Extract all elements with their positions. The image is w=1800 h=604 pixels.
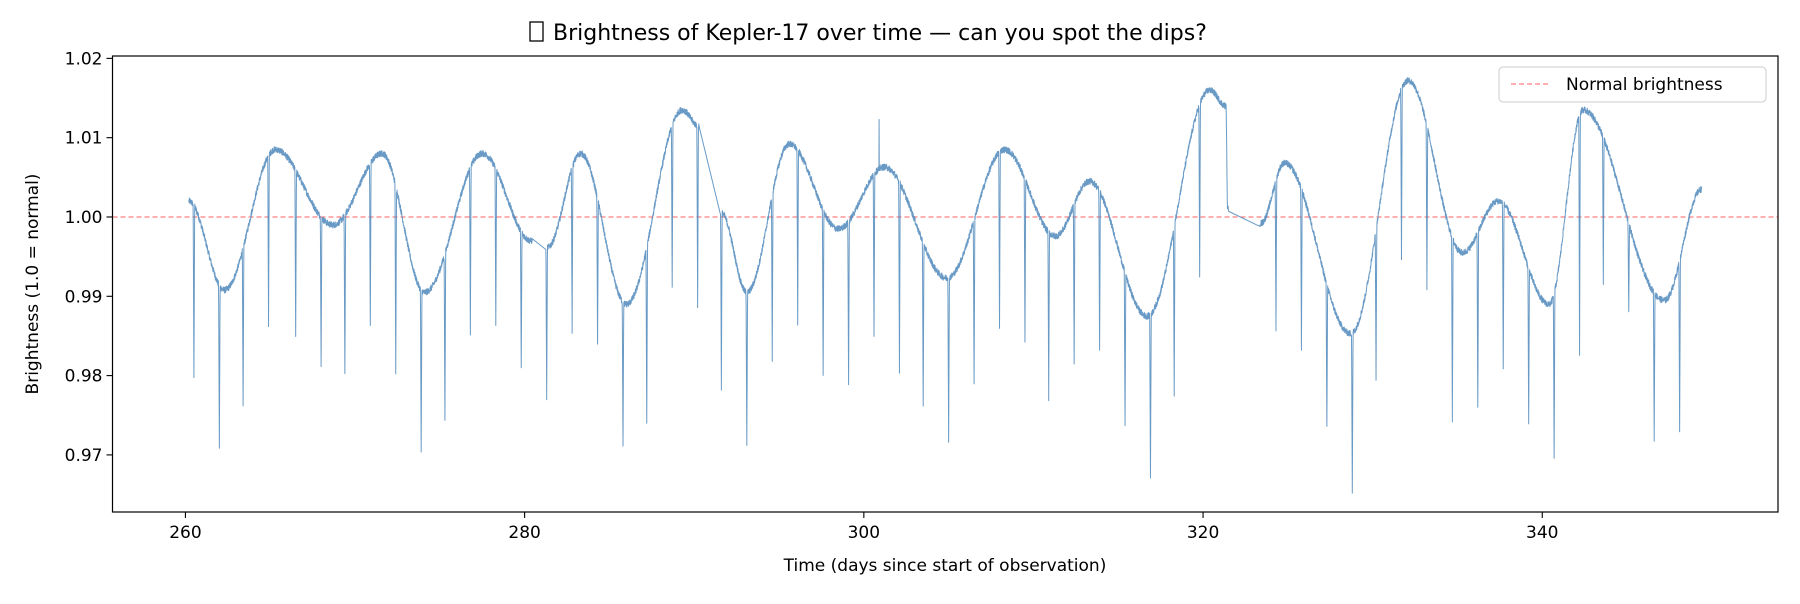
x-tick-label-340: 340 [1526,523,1558,543]
y-tick-label-1.00: 1.00 [65,208,103,228]
y-tick-label-0.99: 0.99 [65,287,103,307]
x-tick-label-300: 300 [848,523,880,543]
x-tick-label-320: 320 [1187,523,1219,543]
legend-label-normal-brightness: Normal brightness [1566,75,1723,95]
x-tick-label-280: 280 [508,523,540,543]
x-tick-label-260: 260 [169,523,201,543]
y-tick-label-1.02: 1.02 [65,49,103,69]
x-axis-label: Time (days since start of observation) [783,556,1107,576]
legend: Normal brightness [1499,67,1766,102]
y-tick-label-1.01: 1.01 [65,129,103,149]
y-axis-label: Brightness (1.0 = normal) [23,174,43,395]
chart-title-group: Brightness of Kepler-17 over time — can … [530,21,1207,46]
y-tick-label-0.97: 0.97 [65,446,103,466]
chart-title: Brightness of Kepler-17 over time — can … [553,21,1207,46]
y-tick-label-0.98: 0.98 [65,367,103,387]
